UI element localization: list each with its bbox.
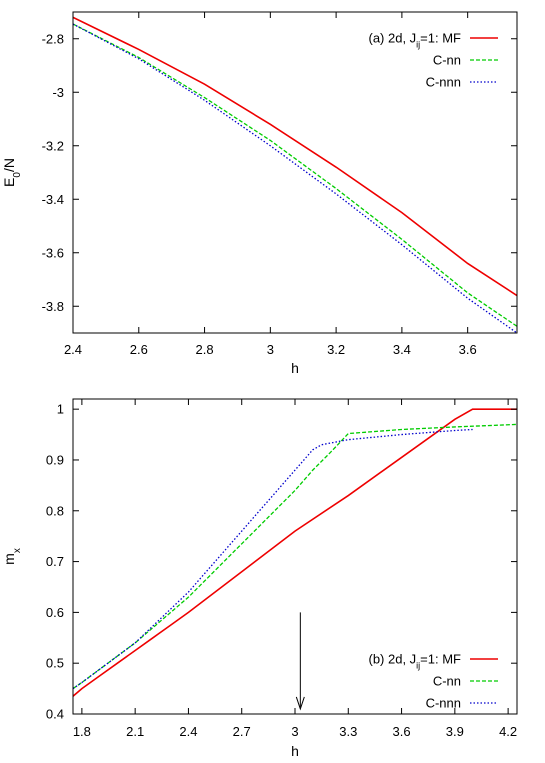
x-tick-label: 2.4 <box>179 724 197 739</box>
plot-frame <box>72 398 518 715</box>
y-tick-label: 1 <box>57 402 64 417</box>
x-tick-label: 2.7 <box>233 724 251 739</box>
x-tick-label: 2.6 <box>130 342 148 357</box>
y-axis-label: E0/N <box>1 158 23 187</box>
y-tick-label: 0.4 <box>46 707 64 722</box>
x-tick-label: 3 <box>291 724 298 739</box>
y-tick-label: -3.6 <box>42 245 64 260</box>
legend-title-part: (a) 2d, J <box>368 31 416 46</box>
arrow-annotation <box>295 612 305 711</box>
y-tick-label: 0.6 <box>46 605 64 620</box>
legend-title-part: =1: MF <box>420 652 461 667</box>
x-tick-label: 3 <box>267 342 274 357</box>
legend-title: (b) 2d, Jij=1: MF <box>368 652 461 671</box>
x-tick-label: 3.4 <box>393 342 411 357</box>
y-axis-label-part: 0 <box>12 172 23 178</box>
series-group <box>73 408 517 697</box>
x-axis-label: h <box>291 360 299 376</box>
x-tick-label: 3.3 <box>339 724 357 739</box>
y-tick-label: 0.5 <box>46 656 64 671</box>
arrow-head <box>295 696 305 711</box>
y-tick-label: -3.2 <box>42 138 64 153</box>
y-tick-label: 0.8 <box>46 503 64 518</box>
chart-panel-a: 2.4 2.6 2.8 3 3.2 3.4 3.6 -3.8 -3.6 -3.4 -3.2 -3 -2.… <box>1 11 518 376</box>
legend-label-c-nn: C-nn <box>433 674 461 689</box>
legend-title-part: (b) 2d, J <box>368 652 416 667</box>
x-tick-label: 3.9 <box>446 724 464 739</box>
x-tick-label: 3.6 <box>459 342 477 357</box>
x-tick-label: 3.2 <box>327 342 345 357</box>
legend-title-part: ij <box>416 40 420 50</box>
series-line-c-nn <box>73 23 517 327</box>
x-tick-label: 4.2 <box>499 724 517 739</box>
series-line-c-nnn <box>73 428 473 690</box>
y-tick-label: 0.7 <box>46 554 64 569</box>
x-tick-label: 3.6 <box>393 724 411 739</box>
y-tick-label: 0.9 <box>46 452 64 467</box>
series-line-c-nn <box>73 423 517 690</box>
y-tick-label: -3.8 <box>42 299 64 314</box>
legend-title: (a) 2d, Jij=1: MF <box>368 31 461 50</box>
legend: (a) 2d, Jij=1: MF C-nn C-nnn <box>368 31 498 90</box>
legend-label-c-nn: C-nn <box>433 53 461 68</box>
legend-title-part: =1: MF <box>420 31 461 46</box>
y-tick-label: -3.4 <box>42 192 64 207</box>
legend: (b) 2d, Jij=1: MF C-nn C-nnn <box>368 652 498 711</box>
x-axis-label: h <box>291 743 299 759</box>
series-line-c-nnn <box>73 23 517 333</box>
chart-panel-b: 1.8 2.1 2.4 2.7 3 3.3 3.6 3.9 4.2 0.4 0.5 0.6 0.7 0.8… <box>1 398 518 759</box>
x-tick-label: 2.1 <box>126 724 144 739</box>
y-axis-label-part: /N <box>1 158 17 172</box>
y-axis-label-part: x <box>12 548 23 553</box>
y-axis-label-part: m <box>1 553 17 565</box>
y-axis-label-part: E <box>1 178 17 187</box>
legend-label-c-nnn: C-nnn <box>426 75 461 90</box>
plot-frame <box>72 11 518 334</box>
x-tick-label: 1.8 <box>73 724 91 739</box>
x-tick-label: 2.8 <box>196 342 214 357</box>
legend-label-c-nnn: C-nnn <box>426 696 461 711</box>
y-axis-label: mx <box>1 548 23 565</box>
series-line-mf <box>73 16 517 297</box>
y-tick-label: -2.8 <box>42 31 64 46</box>
x-tick-label: 2.4 <box>64 342 82 357</box>
legend-title-part: ij <box>416 661 420 671</box>
y-tick-label: -3 <box>52 85 64 100</box>
series-group <box>73 16 517 333</box>
